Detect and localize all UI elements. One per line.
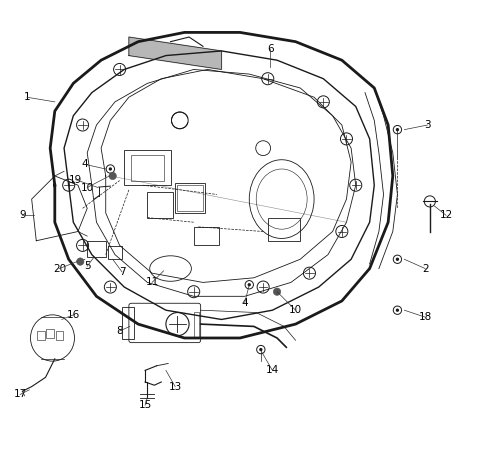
Text: 11: 11 <box>145 277 159 288</box>
Text: 6: 6 <box>267 44 274 54</box>
Bar <box>108 246 122 259</box>
Text: 7: 7 <box>119 267 125 277</box>
Bar <box>37 331 45 340</box>
Text: 14: 14 <box>266 365 279 375</box>
Text: 1: 1 <box>24 92 30 102</box>
Text: 15: 15 <box>138 400 152 410</box>
Bar <box>87 241 106 257</box>
Bar <box>194 312 199 337</box>
Text: 19: 19 <box>69 175 82 185</box>
Circle shape <box>396 257 399 261</box>
Text: 16: 16 <box>67 310 80 320</box>
Circle shape <box>108 167 112 171</box>
Bar <box>178 185 203 211</box>
Text: 9: 9 <box>19 210 26 220</box>
Circle shape <box>259 348 263 351</box>
Bar <box>56 331 63 340</box>
Circle shape <box>77 258 84 265</box>
Circle shape <box>273 288 281 295</box>
Text: 4: 4 <box>241 298 248 308</box>
Text: 20: 20 <box>53 263 66 274</box>
Bar <box>147 192 173 218</box>
Bar <box>122 307 133 339</box>
Text: 2: 2 <box>422 263 429 274</box>
Polygon shape <box>129 37 221 69</box>
Bar <box>194 227 219 245</box>
Text: 12: 12 <box>439 210 453 220</box>
Text: 8: 8 <box>116 326 123 336</box>
Text: 17: 17 <box>13 389 27 400</box>
Text: 5: 5 <box>84 261 91 271</box>
Bar <box>268 218 300 241</box>
Text: 10: 10 <box>81 182 94 193</box>
Bar <box>175 183 205 213</box>
Bar <box>124 150 170 185</box>
Circle shape <box>396 308 399 312</box>
Circle shape <box>109 172 116 180</box>
Bar <box>131 155 164 181</box>
Circle shape <box>396 128 399 131</box>
Circle shape <box>248 283 251 287</box>
Text: 3: 3 <box>424 120 431 130</box>
Bar <box>47 329 54 338</box>
Text: 4: 4 <box>82 159 88 169</box>
Text: 10: 10 <box>289 305 302 315</box>
Text: 18: 18 <box>419 312 432 322</box>
Text: 13: 13 <box>168 382 182 392</box>
